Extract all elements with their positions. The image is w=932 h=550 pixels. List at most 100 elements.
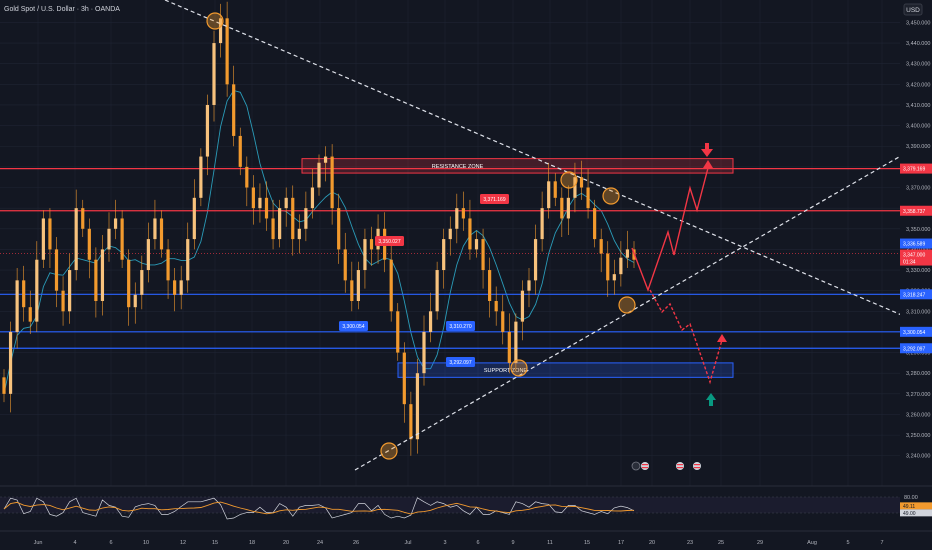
current-price-value: 3,347.000 bbox=[903, 253, 925, 259]
currency-badge: USD bbox=[906, 7, 920, 14]
candle-body bbox=[343, 249, 347, 281]
candle-body bbox=[225, 18, 229, 85]
zone-label: SUPPORT ZONE bbox=[484, 368, 528, 374]
time-tick-label: 7 bbox=[880, 540, 883, 546]
price-tick-label: 3,410.000 bbox=[906, 103, 930, 109]
price-tick-label: 3,250.000 bbox=[906, 433, 930, 439]
candle-body bbox=[251, 187, 255, 209]
pivot-marker bbox=[510, 359, 528, 377]
pivot-markers bbox=[206, 12, 636, 460]
current-price-secondary-bg bbox=[900, 238, 932, 249]
time-tick-label: 29 bbox=[757, 540, 763, 546]
candle-body bbox=[573, 177, 577, 198]
candle-body bbox=[94, 259, 98, 301]
candle-body bbox=[264, 197, 269, 219]
time-tick-label: 25 bbox=[718, 540, 724, 546]
candle-body bbox=[507, 331, 511, 363]
current-price-secondary: 3,336.589 bbox=[903, 242, 925, 248]
zones: RESISTANCE ZONE SUPPORT ZONE bbox=[301, 158, 734, 378]
current-price-bg bbox=[900, 249, 932, 266]
candle-body bbox=[304, 208, 308, 229]
candle-body bbox=[566, 197, 570, 219]
price-tag-label: 3,371.169 bbox=[483, 197, 505, 203]
candle-body bbox=[579, 177, 584, 188]
time-tick-label: 6 bbox=[109, 540, 112, 546]
candle-body bbox=[68, 270, 72, 312]
candle-body bbox=[192, 197, 196, 240]
pivot-marker bbox=[560, 171, 578, 189]
candle-body bbox=[350, 280, 354, 301]
candle-body bbox=[133, 294, 137, 308]
axis-tag-label: 3,300.054 bbox=[903, 330, 925, 336]
candle-body bbox=[369, 239, 374, 250]
price-tag-bg bbox=[339, 321, 368, 331]
candle-body bbox=[284, 197, 288, 209]
time-tick-label: 15 bbox=[584, 540, 590, 546]
currency-badge-bg[interactable] bbox=[903, 3, 923, 16]
us-flag-event-icon[interactable] bbox=[676, 462, 684, 470]
candle-body bbox=[245, 166, 249, 188]
candle-body bbox=[278, 208, 282, 240]
time-axis[interactable]: Jun 4 6 10 12 15 18 20 24 26 Jul 3 6 9 11 15 17 20 23 25 29 A… bbox=[34, 540, 884, 546]
candle-body bbox=[218, 18, 223, 44]
rsi-ma-tag-bg bbox=[900, 502, 932, 510]
economic-event-icons[interactable] bbox=[631, 461, 701, 471]
candle-body bbox=[488, 270, 492, 301]
horizontal-levels bbox=[0, 167, 900, 349]
candle-body bbox=[100, 249, 105, 301]
zone-box-support bbox=[397, 362, 734, 378]
us-flag-event-icon[interactable] bbox=[693, 462, 701, 470]
price-tick-label: 3,370.000 bbox=[906, 186, 930, 192]
candle-body bbox=[514, 321, 518, 363]
time-tick-label: 26 bbox=[353, 540, 359, 546]
candle-body bbox=[179, 280, 183, 295]
price-tag-bg bbox=[446, 321, 475, 331]
candle-body bbox=[547, 181, 551, 209]
axis-tag-bg bbox=[900, 205, 932, 216]
candle-body bbox=[140, 270, 144, 295]
candle-body bbox=[323, 156, 328, 163]
current-price-countdown: 01:34 bbox=[903, 260, 916, 266]
price-tick-label: 3,270.000 bbox=[906, 392, 930, 398]
rsi-line bbox=[3, 497, 635, 520]
candle-body bbox=[560, 197, 564, 219]
axis-tag-label: 3,318.247 bbox=[903, 292, 925, 298]
price-tag-bg bbox=[480, 194, 509, 204]
candle-body bbox=[593, 208, 597, 240]
candle-body bbox=[107, 228, 111, 250]
rsi-ma-value: 49.00 bbox=[903, 511, 916, 517]
time-tick-label: 15 bbox=[212, 540, 218, 546]
candle-body bbox=[337, 208, 341, 250]
candle-body bbox=[586, 187, 590, 209]
price-tag-label: 3,300.054 bbox=[342, 324, 364, 330]
candle-body bbox=[166, 249, 170, 281]
price-tags: 3,371.169 3,350.027 3,300.054 3,310.270 3,29… bbox=[339, 194, 509, 367]
grid bbox=[0, 0, 900, 486]
price-tick-label: 3,420.000 bbox=[906, 82, 930, 88]
time-tick-label: 6 bbox=[476, 540, 479, 546]
candle-body bbox=[87, 228, 91, 260]
price-tick-label: 3,400.000 bbox=[906, 124, 930, 130]
time-tick-label: 18 bbox=[249, 540, 255, 546]
time-tick-label: 4 bbox=[73, 540, 76, 546]
candle-body bbox=[435, 270, 439, 312]
time-tick-label: 5 bbox=[846, 540, 849, 546]
candle-body bbox=[448, 228, 452, 240]
time-tick-label: 11 bbox=[547, 540, 553, 546]
us-flag-event-icon[interactable] bbox=[641, 462, 649, 470]
candle-body bbox=[619, 257, 623, 275]
price-tick-label: 3,440.000 bbox=[906, 41, 930, 47]
candle-body bbox=[481, 239, 485, 271]
time-tick-label: 20 bbox=[649, 540, 655, 546]
time-tick-label: Aug bbox=[807, 540, 817, 546]
candle-body bbox=[461, 208, 465, 219]
projection-arrow-head-up bbox=[703, 160, 713, 168]
candle-body bbox=[28, 307, 32, 322]
candle-body bbox=[35, 259, 39, 322]
candle-body bbox=[146, 239, 150, 271]
candle-body bbox=[2, 377, 6, 394]
candle-body bbox=[205, 104, 210, 157]
projection-arrow-head-down bbox=[717, 334, 727, 342]
dividend-event-icon[interactable] bbox=[631, 461, 641, 471]
